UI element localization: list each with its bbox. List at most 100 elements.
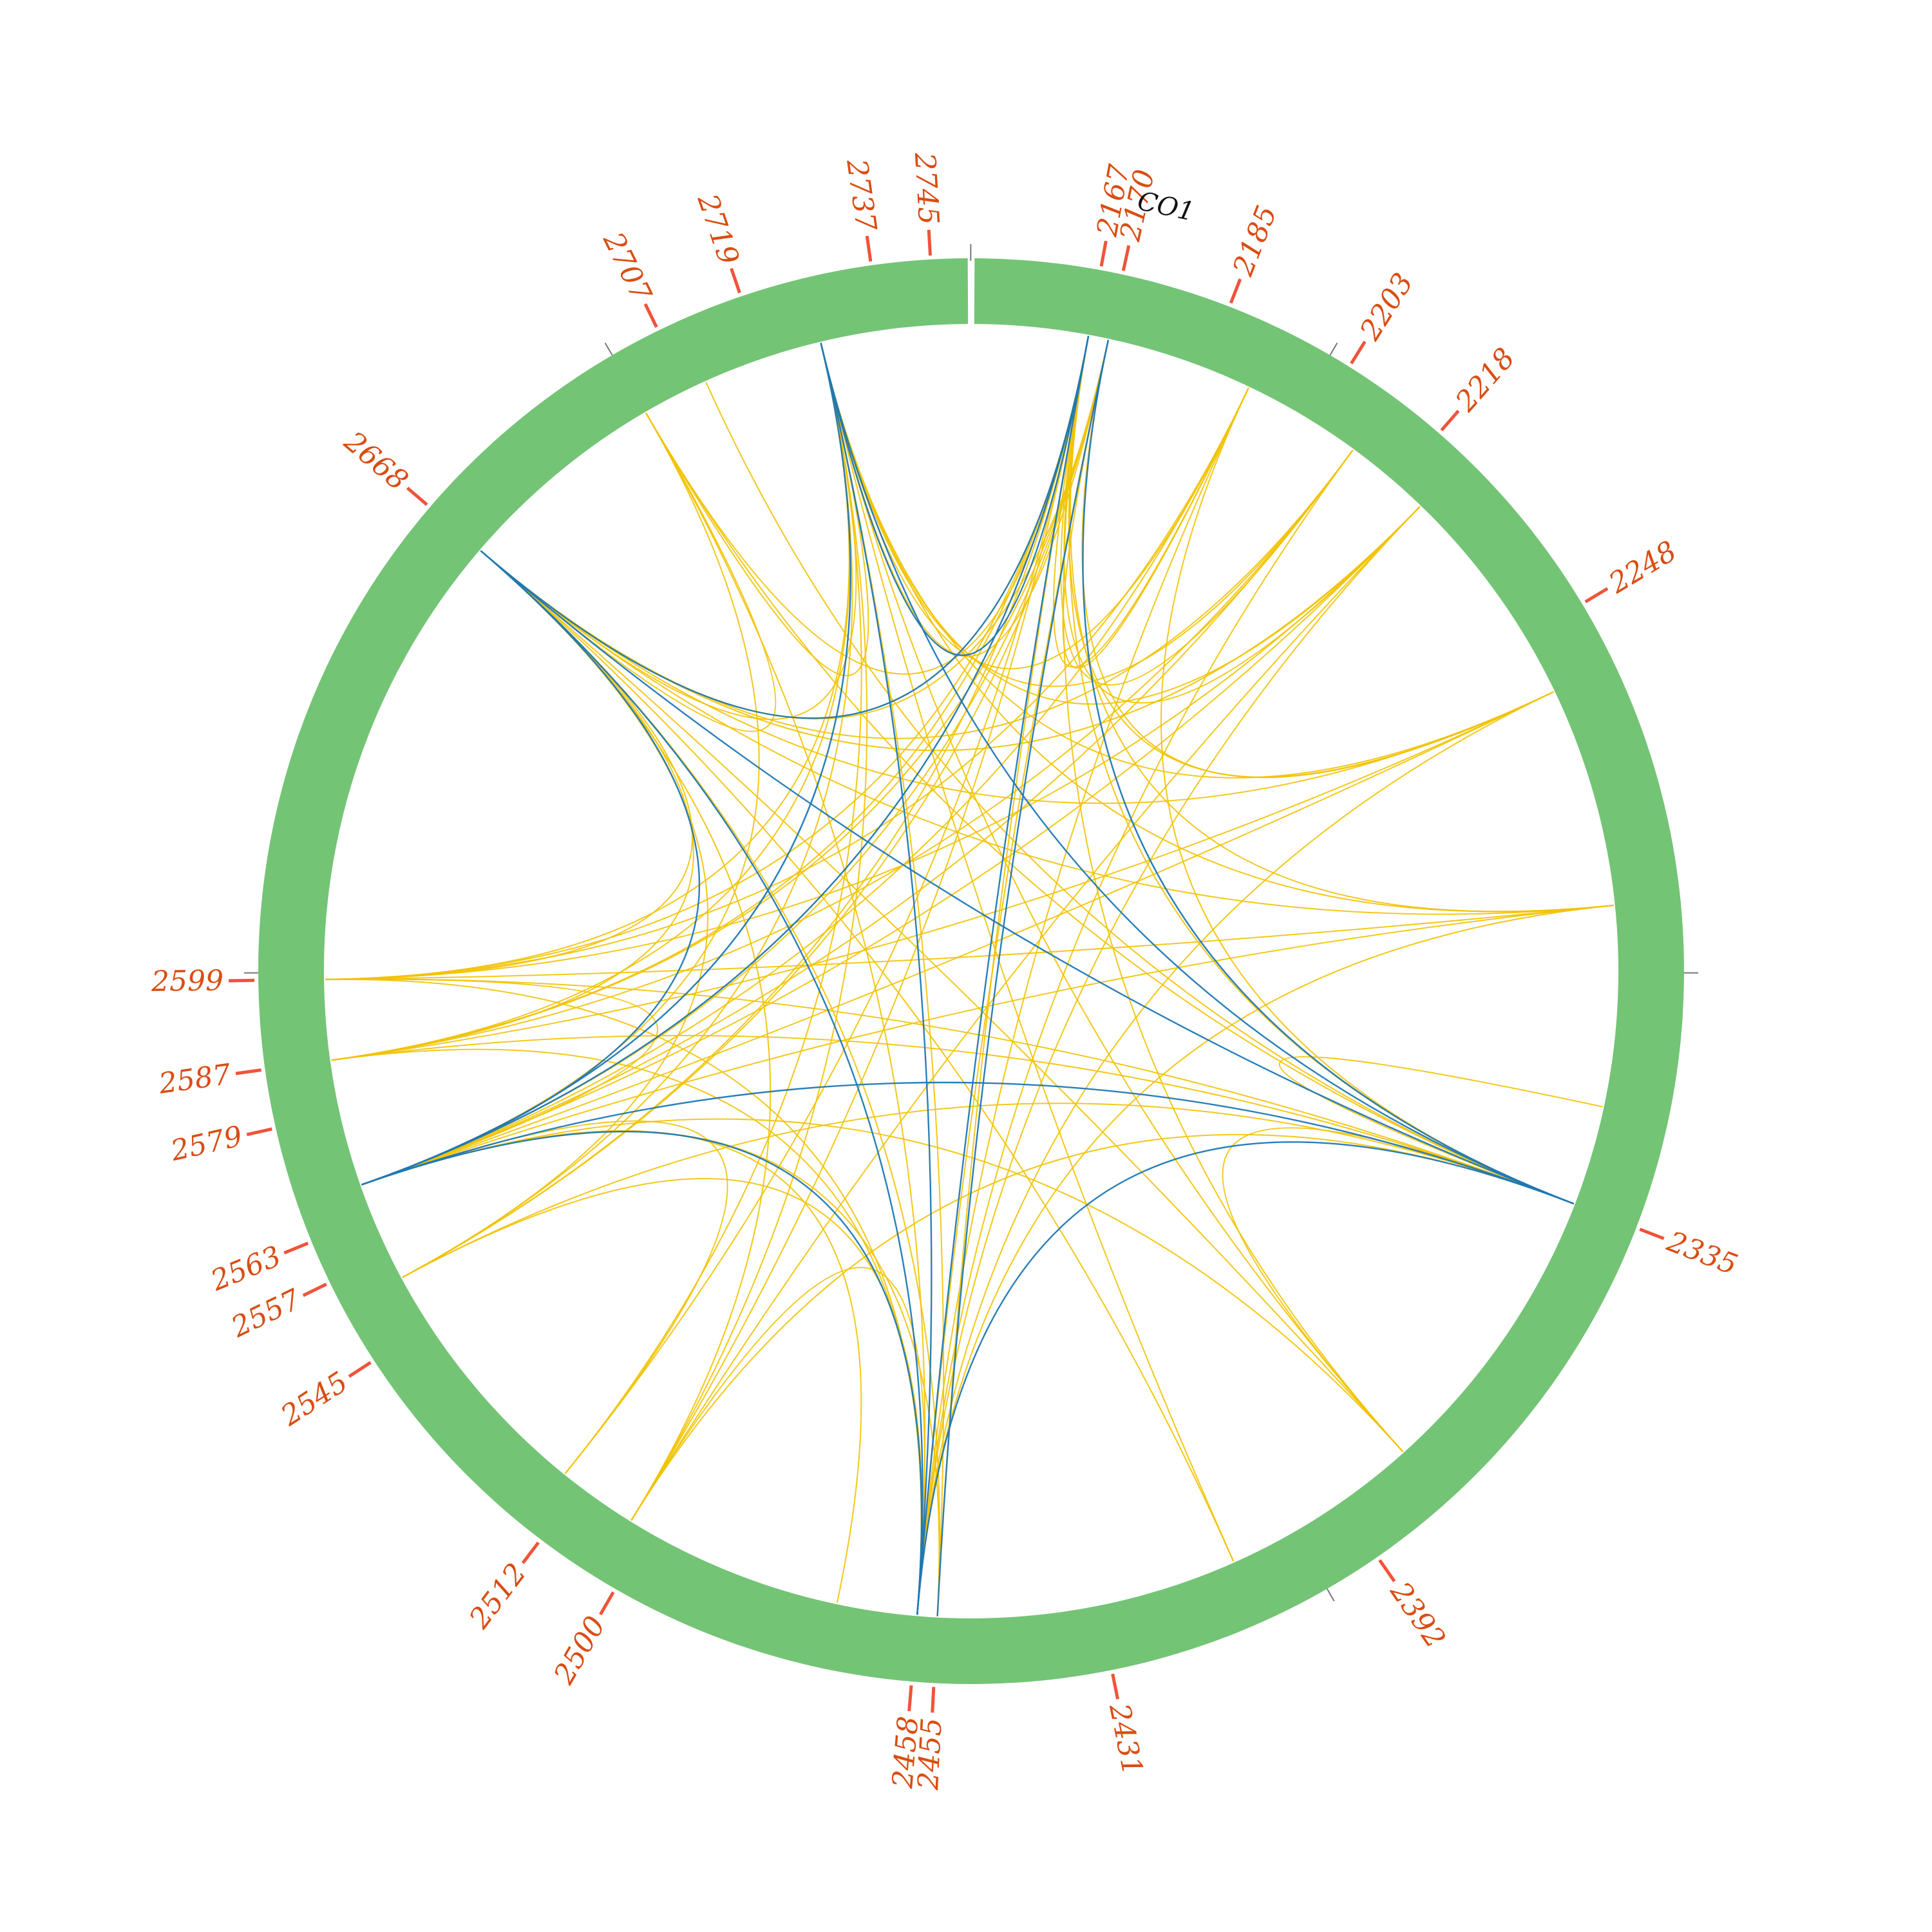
link-ribbon — [916, 506, 1421, 1615]
position-label: 2737 — [840, 156, 882, 233]
link-ribbon — [331, 339, 1109, 1061]
position-tick — [865, 236, 873, 262]
link-ribbon — [1160, 387, 1575, 1205]
position-tick — [235, 1068, 261, 1075]
position-tick — [302, 1282, 327, 1297]
position-tick — [1378, 1559, 1396, 1582]
link-ribbon — [402, 550, 708, 1278]
link-ribbon — [936, 339, 1110, 1616]
link-ribbon — [361, 1120, 728, 1474]
link-ribbon — [480, 336, 1090, 719]
link-ribbon — [480, 550, 1575, 1205]
link-ribbon — [820, 343, 1554, 779]
link-ribbon — [361, 691, 1554, 1186]
link-ribbon — [1082, 339, 1575, 1205]
link-ribbon — [331, 691, 1554, 1061]
position-label: 2545 — [275, 1365, 354, 1432]
position-tick — [1639, 1227, 1665, 1240]
position-label: 2458 — [886, 1715, 925, 1790]
position-label: 2512 — [462, 1557, 533, 1635]
position-tick — [931, 1687, 936, 1713]
link-ribbon — [630, 343, 868, 1521]
link-ribbon — [1053, 336, 1249, 668]
link-ribbon — [331, 550, 694, 1061]
link-ribbon — [325, 336, 1090, 980]
position-tick — [229, 978, 255, 983]
position-label: 2500 — [547, 1611, 612, 1690]
link-ribbon — [480, 550, 923, 1615]
link-ribbon — [480, 343, 857, 720]
position-tick — [907, 1685, 913, 1712]
position-label: 2563 — [206, 1240, 286, 1298]
position-label: 2557 — [226, 1283, 306, 1344]
minor-tick — [1329, 343, 1338, 356]
link-ribbon — [645, 343, 869, 677]
link-ribbon — [916, 336, 1090, 1615]
position-label: 2455 — [912, 1717, 949, 1791]
position-tick — [730, 268, 741, 294]
position-label: 2587 — [156, 1058, 233, 1101]
link-ribbon — [361, 336, 1090, 1186]
link-ribbon — [916, 450, 1354, 1615]
link-ribbon — [820, 343, 1404, 1452]
position-tick — [1350, 341, 1367, 365]
position-tick — [348, 1361, 372, 1378]
link-ribbon — [325, 904, 1614, 980]
link-ribbon — [361, 450, 1354, 1186]
position-tick — [599, 1591, 615, 1616]
link-ribbon — [331, 343, 850, 1061]
position-tick — [927, 229, 933, 256]
link-ribbon — [564, 336, 1090, 1474]
position-label: 2707 — [596, 227, 658, 307]
link-ribbon — [645, 412, 1575, 1205]
link-layer — [325, 336, 1614, 1616]
link-ribbon — [361, 550, 701, 1186]
position-label: 2203 — [1354, 267, 1420, 346]
link-ribbon — [820, 343, 933, 1615]
minor-tick — [1326, 1588, 1335, 1602]
link-ribbon — [480, 550, 1614, 915]
link-ribbon — [820, 336, 1090, 656]
position-tick — [283, 1242, 309, 1255]
link-ribbon — [361, 1118, 1404, 1452]
link-ribbon — [361, 1081, 1575, 1205]
link-ribbon — [480, 550, 1404, 1452]
link-ribbon — [645, 336, 1090, 675]
position-tick — [1121, 245, 1131, 271]
link-ribbon — [1279, 1056, 1603, 1205]
link-ribbon — [916, 1141, 1575, 1615]
link-ribbon — [325, 506, 1421, 980]
position-label: 2185 — [1227, 201, 1283, 281]
link-ribbon — [325, 978, 659, 1186]
position-label: 2599 — [151, 964, 224, 998]
link-ribbon — [916, 691, 1554, 1615]
link-ribbon — [820, 343, 1614, 913]
position-tick — [1099, 240, 1108, 267]
link-ribbon — [630, 506, 1421, 1521]
link-ribbon — [645, 412, 926, 1615]
position-tick — [643, 303, 658, 328]
link-ribbon — [361, 1130, 923, 1615]
position-tick — [521, 1541, 540, 1564]
position-label: 2668 — [337, 425, 414, 497]
position-tick — [1440, 410, 1460, 431]
position-label: 2745 — [908, 151, 945, 226]
link-ribbon — [402, 339, 1109, 1278]
link-ribbon — [325, 978, 1575, 1205]
link-ribbon — [564, 343, 862, 1474]
minor-tick — [604, 343, 613, 356]
position-tick — [1584, 587, 1609, 603]
link-ribbon — [1062, 339, 1249, 669]
link-ribbon — [331, 1035, 1575, 1205]
link-ribbon — [480, 412, 777, 732]
link-ribbon — [361, 387, 1249, 1186]
position-label: 2719 — [690, 189, 745, 269]
link-ribbon — [480, 550, 1554, 804]
position-label: 2218 — [1449, 342, 1522, 419]
link-ribbon — [705, 382, 1575, 1205]
position-label: 2431 — [1103, 1700, 1149, 1778]
position-label: 2392 — [1383, 1576, 1452, 1654]
link-ribbon — [820, 343, 1575, 1205]
